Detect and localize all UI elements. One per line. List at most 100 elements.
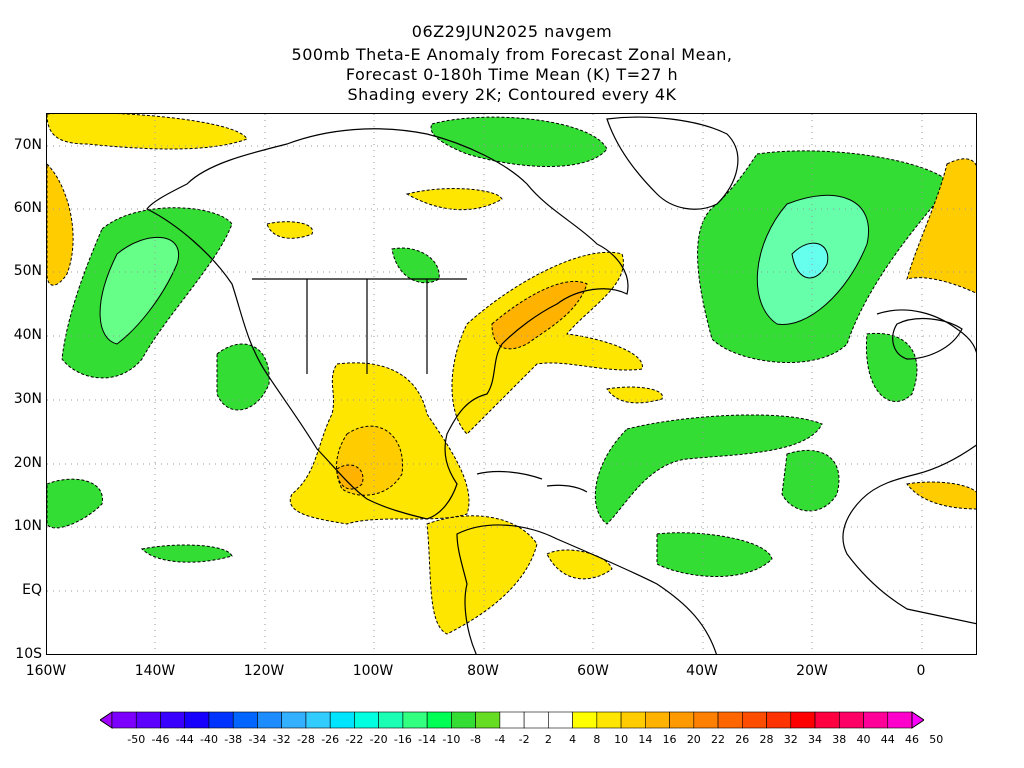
colorbar-label: -10 [442, 733, 461, 746]
colorbar-label: 40 [856, 733, 871, 746]
colorbar-label: -28 [296, 733, 315, 746]
yellow-anomaly-caribbean [426, 515, 538, 635]
map-canvas [47, 114, 976, 654]
colorbar-label: 14 [638, 733, 653, 746]
colorbar-swatch [281, 711, 307, 729]
lat-label-40n: 40N [13, 327, 42, 343]
lat-label-10n: 10N [13, 518, 42, 534]
yellow-anomaly-canada [405, 188, 503, 211]
title-line-3: Forecast 0-180h Time Mean (K) T=27 h [345, 65, 679, 84]
colorbar-swatch [596, 711, 622, 729]
colorbar-swatch [717, 711, 743, 729]
colorbar-swatch [111, 711, 137, 729]
colorbar-swatch [499, 711, 525, 729]
colorbar [100, 711, 924, 729]
colorbar-swatch [548, 711, 573, 729]
colorbar-arrow-high [911, 711, 924, 729]
colorbar-label: -50 [127, 733, 146, 746]
colorbar-swatch [766, 711, 792, 729]
colorbar-swatch [645, 711, 670, 729]
colorbar-label: 26 [735, 733, 750, 746]
colorbar-label: 38 [832, 733, 847, 746]
colorbar-swatch [305, 711, 331, 729]
cyan-anomaly-pacific [99, 236, 180, 345]
title-line-4: Shading every 2K; Contoured every 4K [347, 85, 677, 104]
colorbar-label: -4 [494, 733, 506, 746]
colorbar-swatch [669, 711, 695, 729]
green-anomaly-west-africa [865, 332, 918, 402]
colorbar-label: -20 [369, 733, 388, 746]
us-border [252, 278, 467, 374]
lon-label-60w: 60W [577, 663, 609, 679]
europe-africa-coast [842, 309, 976, 625]
lon-label-160w: 160W [25, 663, 67, 679]
lat-label-eq: EQ [22, 582, 42, 598]
colorbar-label: 46 [905, 733, 919, 746]
colorbar-swatch [790, 711, 816, 729]
cyan-core-atlantic [791, 242, 829, 279]
lat-label-20n: 20N [13, 455, 42, 471]
colorbar-arrow-low [100, 711, 113, 729]
colorbar-label: -34 [248, 733, 267, 746]
lon-label-40w: 40W [686, 663, 718, 679]
yellow-anomaly-west-canada [266, 221, 313, 239]
lat-label-70n: 70N [13, 137, 42, 153]
colorbar-swatch [572, 711, 598, 729]
colorbar-label: -14 [418, 733, 437, 746]
colorbar-label: 32 [783, 733, 798, 746]
green-anomaly-arctic [430, 116, 608, 167]
colorbar-swatch [838, 711, 864, 729]
colorbar-label: -44 [175, 733, 194, 746]
colorbar-label: 8 [593, 733, 601, 746]
yellow-anomaly-mid-atlantic [606, 386, 663, 404]
north-america-coast [146, 128, 629, 520]
colorbar-label: 10 [614, 733, 629, 746]
caribbean-islands [476, 470, 588, 493]
colorbar-label: -46 [151, 733, 170, 746]
lon-label-80w: 80W [467, 663, 499, 679]
colorbar-swatch [742, 711, 767, 729]
colorbar-swatch [620, 711, 646, 729]
colorbar-swatch [135, 711, 161, 729]
colorbar-label: -8 [470, 733, 482, 746]
colorbar-label: 22 [711, 733, 726, 746]
green-anomaly-hudson [391, 247, 440, 284]
colorbar-label: 34 [808, 733, 823, 746]
colorbar-swatch [475, 711, 501, 729]
yellow-anomaly-alaska-west [47, 163, 74, 286]
iberia-coast [892, 318, 963, 360]
colorbar-swatch [184, 711, 210, 729]
colorbar-swatch [378, 711, 404, 729]
lon-label-20w: 20W [796, 663, 828, 679]
lat-label-60n: 60N [13, 200, 42, 216]
colorbar-swatch [426, 711, 452, 729]
green-anomaly-africa-coast [781, 449, 840, 512]
colorbar-swatch [232, 711, 258, 729]
yellow-anomaly-east-us [451, 251, 643, 435]
map-plot-area [46, 113, 977, 655]
greenland-coast [606, 116, 739, 210]
coastlines [146, 116, 976, 654]
anomaly-shading [47, 114, 976, 635]
graticule-lines [47, 114, 976, 654]
colorbar-label: 2 [544, 733, 552, 746]
colorbar-label: 4 [569, 733, 577, 746]
colorbar-label: 16 [662, 733, 677, 746]
green-anomaly-eq-pacific [140, 544, 233, 563]
colorbar-swatch [523, 711, 549, 729]
lon-label-100w: 100W [352, 663, 394, 679]
colorbar-swatch [257, 711, 282, 729]
colorbar-swatch [402, 711, 428, 729]
colorbar-label: 20 [686, 733, 701, 746]
green-anomaly-tropical-atlantic [594, 414, 823, 525]
colorbar-label: -38 [224, 733, 243, 746]
colorbar-label: -26 [321, 733, 340, 746]
colorbar-label: -16 [393, 733, 412, 746]
colorbar-label: -22 [345, 733, 364, 746]
orange-core-mexico [336, 464, 364, 490]
title-line-1: 06Z29JUN2025 navgem [411, 22, 613, 41]
colorbar-label: -2 [518, 733, 530, 746]
colorbar-swatch [887, 711, 913, 729]
lon-label-140w: 140W [134, 663, 176, 679]
yellow-anomaly-arctic [47, 114, 248, 150]
